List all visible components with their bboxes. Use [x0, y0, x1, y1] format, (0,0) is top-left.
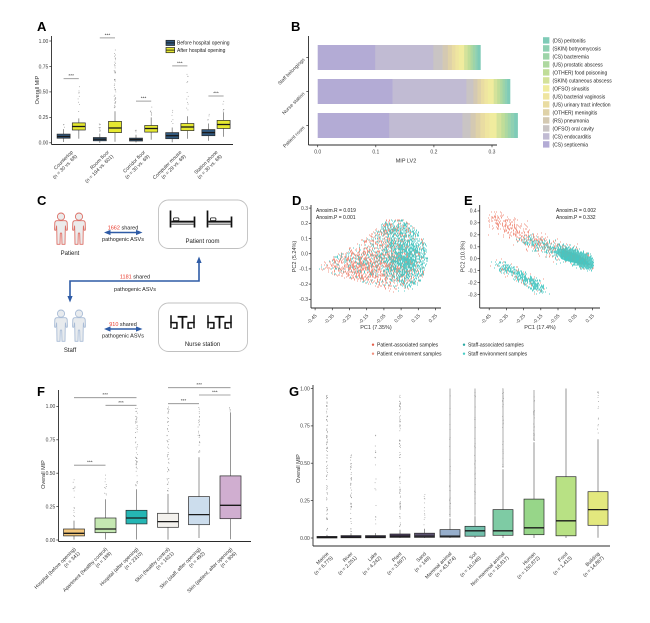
- svg-text:***: ***: [141, 96, 147, 102]
- svg-text:B: B: [291, 19, 300, 34]
- svg-text:Patient-associated samples: Patient-associated samples: [377, 343, 439, 349]
- svg-text:1.00: 1.00: [39, 39, 49, 45]
- svg-text:(DS) peritonitis: (DS) peritonitis: [553, 38, 587, 44]
- svg-text:***: ***: [181, 398, 187, 404]
- svg-text:pathogenic ASVs: pathogenic ASVs: [114, 287, 156, 293]
- svg-text:Patient room: Patient room: [185, 239, 219, 245]
- svg-text:1181 shared: 1181 shared: [120, 275, 150, 281]
- svg-text:G: G: [289, 384, 299, 399]
- svg-text:PC2 (10.3%): PC2 (10.3%): [461, 241, 467, 273]
- svg-text:PC1 (17.4%): PC1 (17.4%): [524, 325, 556, 331]
- svg-text:0.1: 0.1: [372, 150, 379, 156]
- svg-text:0.0: 0.0: [314, 150, 321, 156]
- svg-text:0.05: 0.05: [393, 313, 404, 324]
- svg-text:E: E: [464, 193, 473, 208]
- svg-text:***: ***: [213, 91, 219, 97]
- svg-text:0.0: 0.0: [301, 252, 308, 258]
- svg-text:Anosim.P = 0.332: Anosim.P = 0.332: [556, 215, 596, 221]
- svg-text:0.25: 0.25: [428, 313, 439, 324]
- svg-text:1.00: 1.00: [300, 386, 310, 392]
- svg-text:0.2: 0.2: [470, 233, 477, 239]
- svg-text:-0.1: -0.1: [299, 267, 308, 273]
- svg-text:0.50: 0.50: [46, 471, 56, 477]
- svg-text:Patient environment samples: Patient environment samples: [377, 352, 442, 358]
- svg-text:0.2: 0.2: [301, 221, 308, 227]
- svg-text:After hospital opening: After hospital opening: [177, 48, 226, 54]
- svg-text:MIP LV2: MIP LV2: [396, 159, 417, 165]
- svg-text:0.0: 0.0: [470, 257, 477, 263]
- svg-text:910 shared: 910 shared: [109, 322, 137, 328]
- svg-text:***: ***: [105, 32, 111, 38]
- svg-text:***: ***: [87, 460, 93, 466]
- svg-text:Overall MIP: Overall MIP: [296, 454, 302, 483]
- svg-text:0.2: 0.2: [430, 150, 437, 156]
- svg-text:Staff-associated samples: Staff-associated samples: [468, 343, 524, 349]
- svg-text:Anosim.R = 0.002: Anosim.R = 0.002: [556, 208, 596, 214]
- svg-text:(OFSO) sinusitis: (OFSO) sinusitis: [553, 86, 590, 92]
- svg-text:Anosim.P = 0.001: Anosim.P = 0.001: [316, 215, 356, 221]
- svg-text:***: ***: [102, 392, 108, 398]
- svg-text:0.75: 0.75: [39, 64, 49, 70]
- svg-text:Before hospital opening: Before hospital opening: [177, 41, 230, 47]
- svg-text:0.15: 0.15: [411, 313, 422, 324]
- svg-text:(CS) endocarditis: (CS) endocarditis: [553, 134, 592, 140]
- svg-text:***: ***: [68, 73, 74, 79]
- svg-text:F: F: [37, 384, 45, 399]
- svg-text:-0.2: -0.2: [468, 280, 477, 286]
- svg-text:0.05: 0.05: [567, 313, 578, 324]
- svg-text:-0.3: -0.3: [299, 297, 308, 303]
- svg-text:***: ***: [118, 400, 124, 406]
- svg-text:PC2 (5.24%): PC2 (5.24%): [292, 241, 298, 273]
- svg-text:Overall MIP: Overall MIP: [41, 460, 47, 489]
- svg-text:Nurse station: Nurse station: [185, 342, 220, 348]
- svg-text:0.3: 0.3: [489, 150, 496, 156]
- svg-text:1.00: 1.00: [46, 404, 56, 410]
- svg-text:***: ***: [196, 382, 202, 388]
- svg-text:***: ***: [212, 390, 218, 396]
- svg-text:(US) urinary tract infection: (US) urinary tract infection: [553, 102, 611, 108]
- svg-text:Patient: Patient: [61, 251, 80, 257]
- svg-text:-0.2: -0.2: [299, 282, 308, 288]
- svg-text:0.75: 0.75: [46, 438, 56, 444]
- svg-text:(US) prostatic abscess: (US) prostatic abscess: [553, 62, 604, 68]
- svg-text:0.50: 0.50: [39, 90, 49, 96]
- svg-text:PC1 (7.35%): PC1 (7.35%): [360, 325, 392, 331]
- svg-text:0.25: 0.25: [39, 115, 49, 121]
- svg-text:(CS) septicemia: (CS) septicemia: [553, 142, 589, 148]
- svg-text:Staff environment samples: Staff environment samples: [468, 352, 528, 358]
- svg-text:0.3: 0.3: [301, 206, 308, 212]
- svg-text:0.50: 0.50: [300, 461, 310, 467]
- svg-text:(RS) pneumonia: (RS) pneumonia: [553, 118, 590, 124]
- svg-text:-0.3: -0.3: [468, 292, 477, 298]
- svg-text:C: C: [37, 193, 47, 208]
- svg-text:A: A: [37, 19, 47, 34]
- svg-text:0.1: 0.1: [301, 236, 308, 242]
- svg-text:Staff: Staff: [64, 348, 77, 354]
- svg-text:(OTHER) food poisoning: (OTHER) food poisoning: [553, 70, 608, 76]
- svg-text:(SKIN) botryomycosis: (SKIN) botryomycosis: [553, 46, 602, 52]
- svg-text:(SKIN) cutaneous abscess: (SKIN) cutaneous abscess: [553, 78, 613, 84]
- svg-text:-0.1: -0.1: [468, 268, 477, 274]
- svg-text:0.25: 0.25: [46, 504, 56, 510]
- svg-text:D: D: [292, 193, 301, 208]
- svg-text:0.75: 0.75: [300, 424, 310, 430]
- svg-text:0.4: 0.4: [470, 209, 477, 215]
- svg-text:(US) bacterial vaginosis: (US) bacterial vaginosis: [553, 94, 606, 100]
- svg-text:Anosim.R = 0.019: Anosim.R = 0.019: [316, 208, 356, 214]
- svg-text:1662 shared: 1662 shared: [108, 226, 139, 232]
- svg-text:0.00: 0.00: [46, 538, 56, 544]
- svg-text:***: ***: [177, 60, 183, 66]
- svg-text:0.25: 0.25: [300, 498, 310, 504]
- svg-text:0.15: 0.15: [585, 313, 596, 324]
- svg-text:pathogenic ASVs: pathogenic ASVs: [102, 334, 144, 340]
- svg-text:(OFSO) oral cavity: (OFSO) oral cavity: [553, 126, 595, 132]
- svg-text:Overall MIP: Overall MIP: [35, 75, 41, 104]
- svg-text:0.00: 0.00: [39, 141, 49, 147]
- svg-text:0.1: 0.1: [470, 245, 477, 251]
- svg-text:pathogenic ASVs: pathogenic ASVs: [102, 237, 144, 243]
- svg-text:(CS) bacteremia: (CS) bacteremia: [553, 54, 590, 60]
- svg-text:(OTHER) meningitis: (OTHER) meningitis: [553, 110, 598, 116]
- svg-text:0.3: 0.3: [470, 221, 477, 227]
- svg-text:0.00: 0.00: [300, 536, 310, 542]
